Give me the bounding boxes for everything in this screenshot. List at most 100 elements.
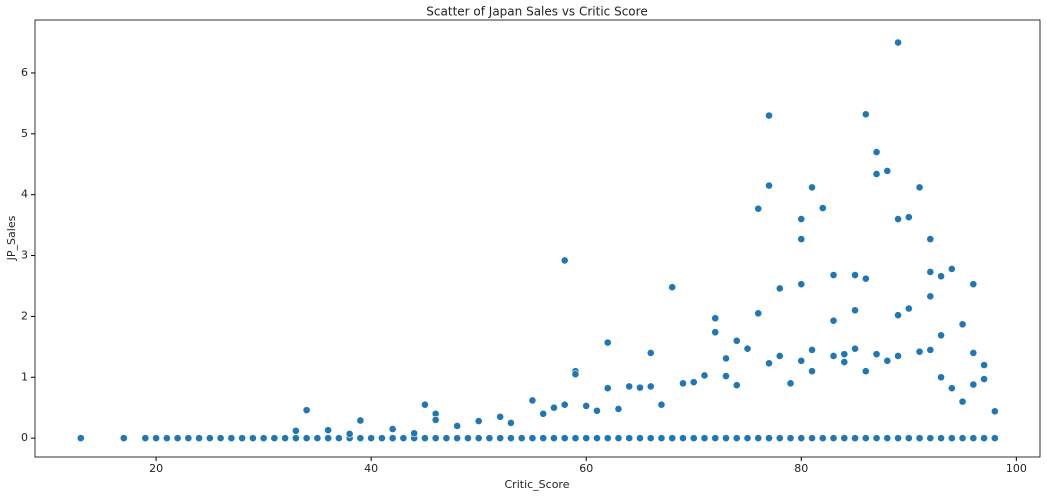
- point: [861, 110, 870, 119]
- point: [861, 367, 870, 376]
- point: [345, 429, 354, 438]
- point: [582, 434, 591, 443]
- point: [818, 204, 827, 212]
- point: [442, 434, 451, 443]
- point: [668, 283, 677, 292]
- point: [593, 406, 601, 415]
- point: [851, 434, 859, 443]
- point: [765, 359, 773, 368]
- point: [453, 422, 462, 430]
- point: [851, 344, 859, 353]
- point: [818, 434, 827, 443]
- point: [646, 349, 655, 357]
- point: [937, 331, 945, 340]
- point: [593, 434, 601, 443]
- point: [399, 434, 408, 443]
- point: [754, 434, 763, 443]
- point: [388, 434, 397, 443]
- point: [765, 434, 773, 443]
- point: [937, 434, 945, 443]
- point: [560, 256, 569, 265]
- point: [700, 434, 709, 443]
- point: [324, 426, 333, 435]
- x-tick-label: 100: [1006, 462, 1027, 475]
- point: [829, 316, 838, 325]
- point: [421, 434, 429, 443]
- point: [969, 380, 978, 389]
- point: [829, 352, 838, 360]
- point: [958, 320, 967, 329]
- point: [517, 434, 526, 443]
- y-tick-label: 1: [21, 370, 28, 383]
- point: [904, 304, 913, 313]
- point: [894, 434, 902, 443]
- point: [560, 400, 569, 409]
- point: [883, 167, 892, 175]
- point: [119, 434, 128, 443]
- point: [980, 375, 988, 383]
- point: [743, 434, 752, 443]
- point: [990, 434, 999, 443]
- point: [851, 306, 859, 315]
- point: [270, 434, 279, 443]
- point: [743, 344, 752, 353]
- point: [496, 412, 505, 421]
- point: [958, 434, 967, 443]
- point: [679, 434, 687, 443]
- point: [786, 434, 795, 443]
- point: [227, 434, 236, 443]
- point: [883, 356, 892, 365]
- point: [894, 311, 902, 320]
- point: [722, 434, 730, 443]
- point: [765, 181, 773, 190]
- point: [829, 271, 838, 279]
- point: [625, 434, 634, 443]
- point: [904, 434, 913, 443]
- point: [388, 425, 397, 433]
- x-tick-label: 40: [364, 462, 378, 475]
- point: [636, 383, 644, 392]
- point: [926, 268, 935, 276]
- point: [808, 367, 816, 376]
- point: [453, 434, 462, 443]
- point: [732, 381, 741, 390]
- point: [915, 347, 924, 356]
- point: [711, 314, 720, 323]
- point: [872, 170, 881, 178]
- point: [582, 401, 591, 410]
- point: [797, 215, 806, 223]
- point: [797, 280, 806, 289]
- point: [302, 406, 311, 415]
- point: [162, 434, 171, 443]
- point: [926, 292, 935, 301]
- point: [646, 434, 655, 443]
- point: [861, 274, 870, 283]
- point: [550, 434, 558, 443]
- point: [969, 349, 978, 357]
- x-tick-label: 20: [149, 462, 163, 475]
- point: [797, 356, 806, 365]
- point: [238, 434, 247, 443]
- point: [937, 272, 945, 281]
- point: [367, 434, 376, 443]
- point: [571, 434, 580, 443]
- plot-frame: [34, 19, 1041, 458]
- point: [808, 345, 816, 354]
- point: [679, 379, 687, 388]
- point: [313, 434, 322, 443]
- point: [775, 352, 784, 360]
- point: [861, 434, 870, 443]
- x-tick-label: 80: [794, 462, 808, 475]
- point: [614, 434, 623, 443]
- point: [528, 396, 537, 405]
- point: [646, 382, 655, 391]
- point: [851, 271, 859, 279]
- point: [732, 434, 741, 443]
- point: [947, 434, 956, 443]
- y-axis-label: JP_Sales: [5, 215, 18, 261]
- point: [754, 309, 763, 318]
- point: [969, 434, 978, 443]
- point: [969, 280, 978, 289]
- point: [786, 379, 795, 388]
